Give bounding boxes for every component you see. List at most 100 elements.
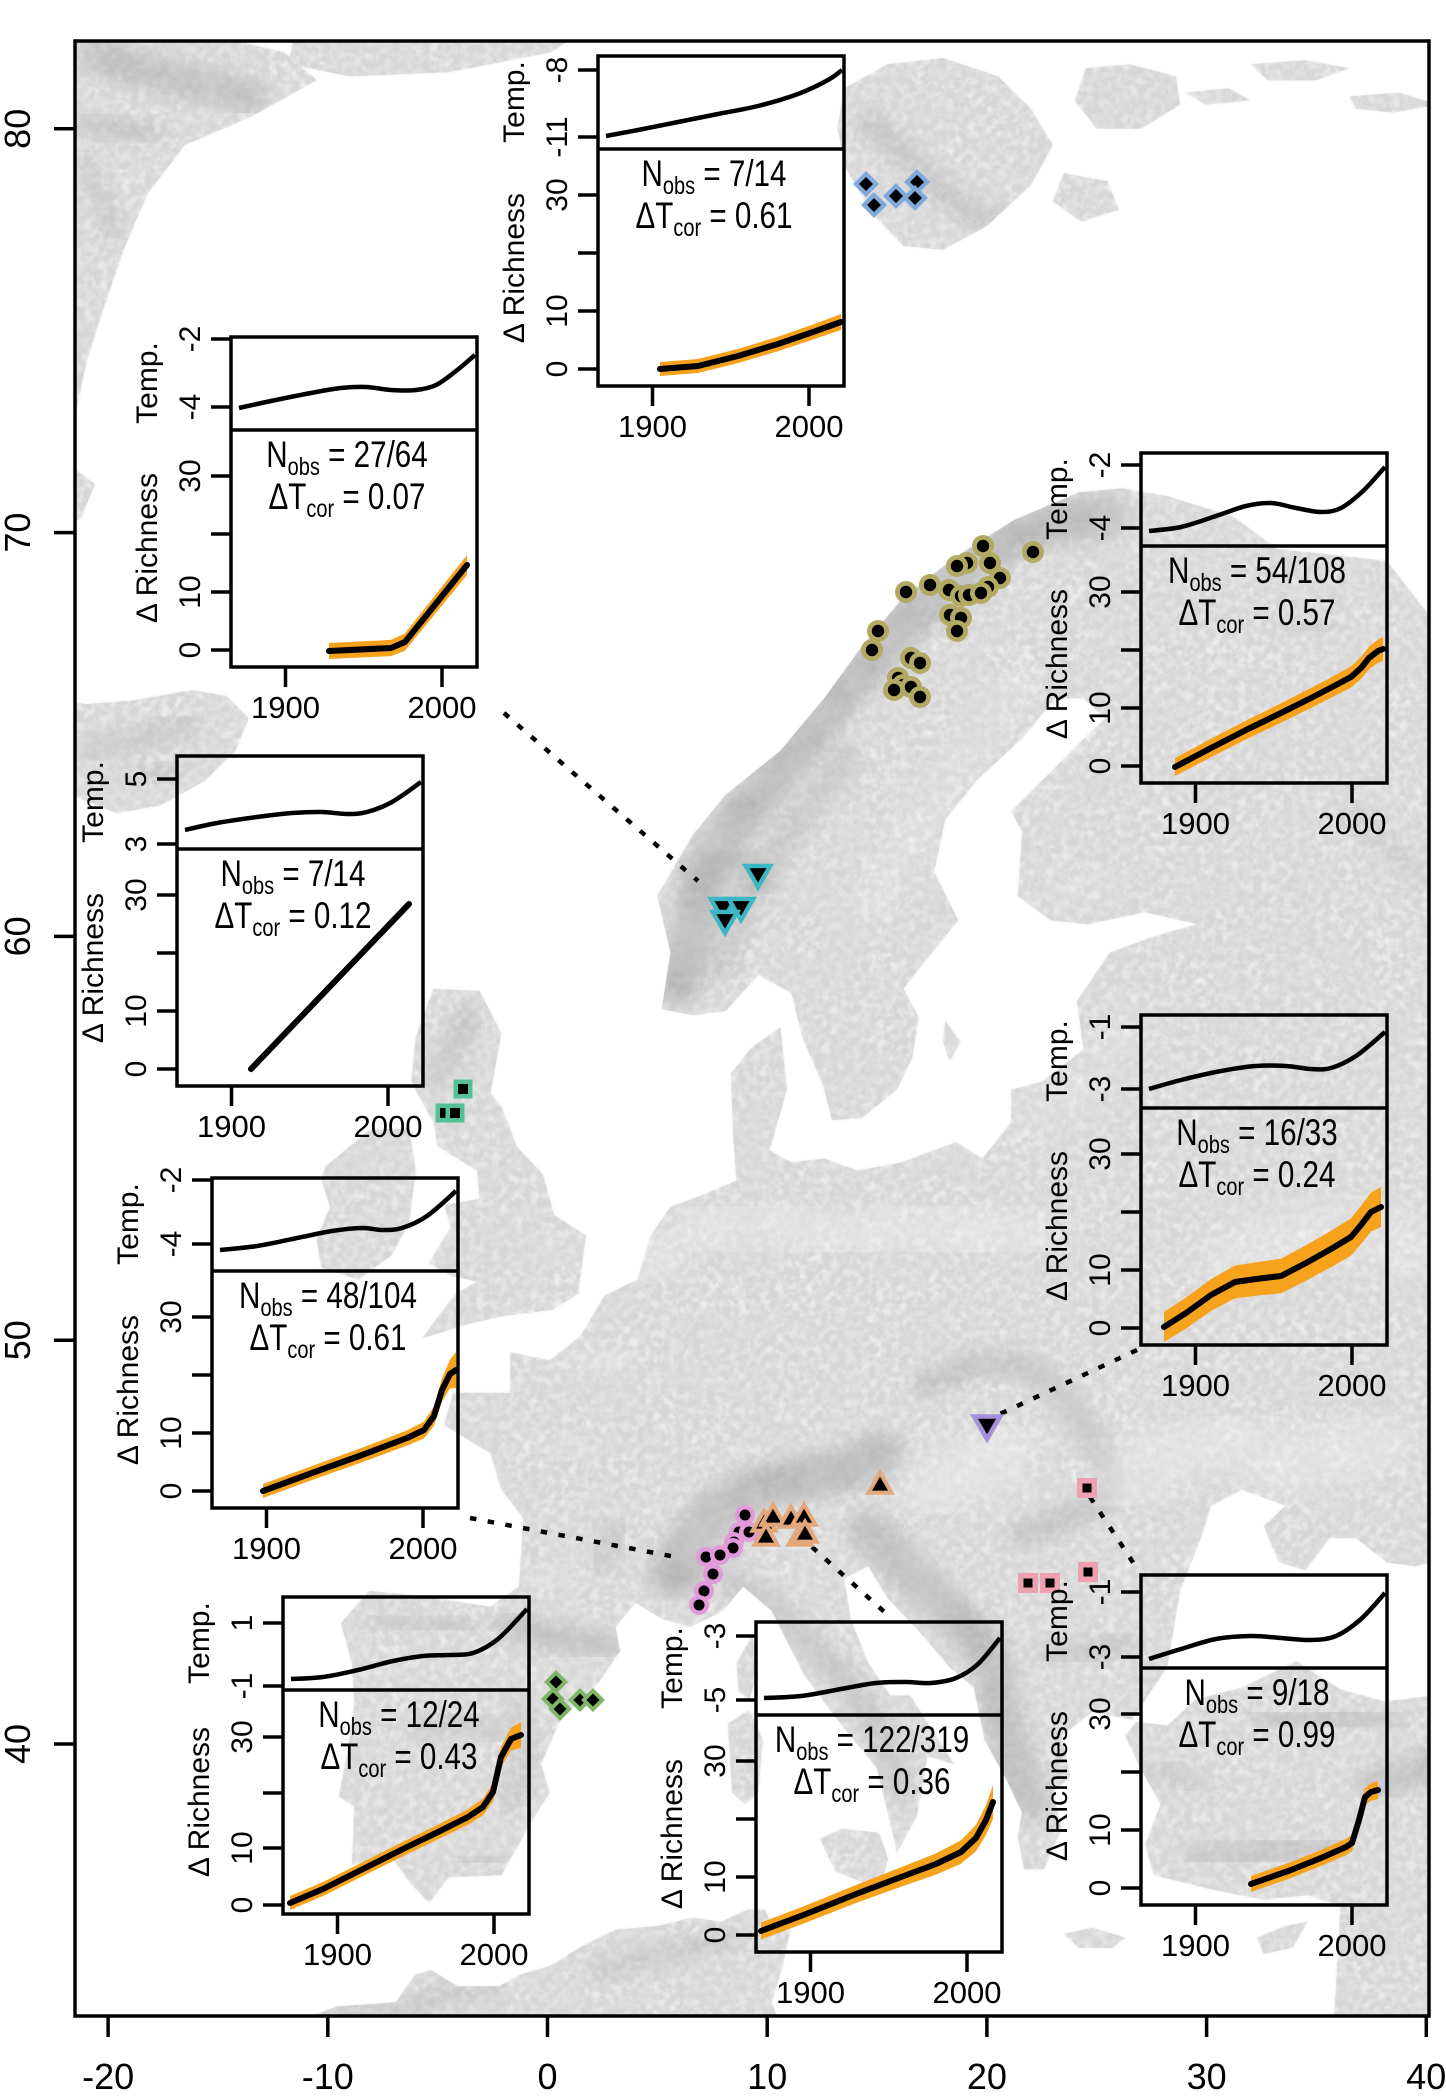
svg-text:-11: -11	[541, 116, 574, 157]
svg-text:30: 30	[174, 459, 207, 492]
svg-text:10: 10	[747, 2056, 787, 2097]
svg-text:30: 30	[1084, 575, 1117, 608]
svg-text:2000: 2000	[460, 1937, 529, 1972]
svg-text:0: 0	[1084, 758, 1117, 775]
svg-text:-8: -8	[541, 57, 574, 84]
svg-text:1900: 1900	[303, 1937, 372, 1972]
svg-text:-3: -3	[1084, 1076, 1117, 1103]
svg-text:0: 0	[155, 1483, 188, 1500]
svg-text:Temp.: Temp.	[183, 1602, 216, 1684]
svg-text:2000: 2000	[408, 690, 477, 725]
svg-text:80: 80	[0, 109, 38, 149]
svg-text:10: 10	[226, 1831, 259, 1864]
svg-text:0: 0	[1084, 1880, 1117, 1897]
svg-text:-2: -2	[174, 326, 207, 353]
svg-text:10: 10	[1084, 1813, 1117, 1846]
svg-text:Δ Richness: Δ Richness	[656, 1759, 689, 1909]
svg-text:-4: -4	[1084, 515, 1117, 542]
svg-text:ΔTcor = 0.43: ΔTcor = 0.43	[321, 1737, 478, 1783]
svg-text:10: 10	[699, 1860, 732, 1893]
svg-text:Temp.: Temp.	[112, 1183, 145, 1265]
svg-text:-5: -5	[699, 1687, 732, 1714]
svg-text:Δ Richness: Δ Richness	[183, 1727, 216, 1877]
svg-text:0: 0	[226, 1897, 259, 1914]
svg-text:Nobs = 54/108: Nobs = 54/108	[1168, 551, 1346, 597]
svg-text:50: 50	[0, 1320, 38, 1360]
svg-text:Temp.: Temp.	[1041, 1020, 1074, 1102]
svg-text:60: 60	[0, 916, 38, 956]
svg-text:Temp.: Temp.	[656, 1627, 689, 1709]
svg-text:1900: 1900	[197, 1109, 266, 1144]
svg-text:ΔTcor = 0.36: ΔTcor = 0.36	[794, 1762, 951, 1808]
svg-text:Δ Richness: Δ Richness	[498, 193, 531, 343]
svg-text:Nobs = 7/14: Nobs = 7/14	[221, 854, 366, 900]
svg-text:0: 0	[537, 2056, 557, 2097]
svg-text:ΔTcor = 0.24: ΔTcor = 0.24	[1179, 1155, 1336, 1201]
svg-text:Δ Richness: Δ Richness	[112, 1315, 145, 1465]
svg-text:0: 0	[699, 1927, 732, 1944]
svg-text:30: 30	[699, 1744, 732, 1777]
svg-text:70: 70	[0, 513, 38, 553]
svg-text:Δ Richness: Δ Richness	[131, 473, 164, 623]
svg-text:1900: 1900	[618, 409, 687, 444]
svg-text:10: 10	[174, 575, 207, 608]
svg-text:Δ Richness: Δ Richness	[1041, 1711, 1074, 1861]
svg-text:30: 30	[120, 878, 153, 911]
svg-text:2000: 2000	[1318, 1928, 1387, 1963]
svg-text:-1: -1	[1084, 1579, 1117, 1606]
svg-text:3: 3	[120, 836, 153, 853]
svg-text:2000: 2000	[1318, 1368, 1387, 1403]
svg-text:1900: 1900	[1161, 1368, 1230, 1403]
svg-text:-2: -2	[1084, 452, 1117, 479]
svg-text:Temp.: Temp.	[1041, 1580, 1074, 1662]
svg-text:0: 0	[120, 1061, 153, 1078]
svg-text:2000: 2000	[389, 1531, 458, 1566]
svg-text:Nobs = 12/24: Nobs = 12/24	[318, 1695, 479, 1741]
svg-text:10: 10	[155, 1416, 188, 1449]
svg-text:Nobs = 9/18: Nobs = 9/18	[1185, 1673, 1330, 1719]
svg-text:10: 10	[1084, 691, 1117, 724]
svg-text:-4: -4	[155, 1231, 188, 1258]
svg-text:-2: -2	[155, 1167, 188, 1194]
svg-text:10: 10	[541, 294, 574, 327]
svg-text:Nobs = 16/33: Nobs = 16/33	[1176, 1113, 1337, 1159]
svg-text:Temp.: Temp.	[131, 342, 164, 424]
svg-text:ΔTcor = 0.61: ΔTcor = 0.61	[250, 1318, 407, 1364]
svg-text:2000: 2000	[354, 1109, 423, 1144]
svg-text:30: 30	[1084, 1697, 1117, 1730]
svg-text:40: 40	[1406, 2056, 1446, 2097]
svg-text:10: 10	[1084, 1253, 1117, 1286]
svg-text:2000: 2000	[1318, 806, 1387, 841]
svg-text:30: 30	[1187, 2056, 1227, 2097]
svg-text:Temp.: Temp.	[498, 61, 531, 143]
svg-text:Δ Richness: Δ Richness	[1041, 1151, 1074, 1301]
svg-text:1900: 1900	[251, 690, 320, 725]
svg-text:1900: 1900	[776, 1975, 845, 2010]
svg-text:-3: -3	[699, 1623, 732, 1650]
svg-text:ΔTcor = 0.99: ΔTcor = 0.99	[1179, 1715, 1336, 1761]
svg-text:30: 30	[155, 1300, 188, 1333]
svg-text:40: 40	[0, 1724, 38, 1764]
svg-text:Nobs = 48/104: Nobs = 48/104	[239, 1276, 417, 1322]
svg-text:0: 0	[1084, 1320, 1117, 1337]
svg-text:ΔTcor = 0.57: ΔTcor = 0.57	[1179, 593, 1336, 639]
svg-text:-3: -3	[1084, 1644, 1117, 1671]
svg-text:ΔTcor = 0.12: ΔTcor = 0.12	[215, 896, 372, 942]
svg-text:1900: 1900	[1161, 806, 1230, 841]
svg-text:Nobs = 7/14: Nobs = 7/14	[642, 154, 787, 200]
svg-text:ΔTcor = 0.61: ΔTcor = 0.61	[636, 196, 793, 242]
svg-text:1: 1	[226, 1615, 259, 1632]
svg-text:Δ Richness: Δ Richness	[1041, 589, 1074, 739]
svg-text:2000: 2000	[775, 409, 844, 444]
svg-text:0: 0	[541, 361, 574, 378]
svg-text:-10: -10	[302, 2056, 354, 2097]
svg-text:Δ Richness: Δ Richness	[77, 893, 110, 1043]
svg-text:10: 10	[120, 994, 153, 1027]
svg-text:30: 30	[541, 178, 574, 211]
svg-text:Temp.: Temp.	[1041, 458, 1074, 540]
svg-text:30: 30	[226, 1720, 259, 1753]
svg-text:5: 5	[120, 771, 153, 788]
svg-text:0: 0	[174, 642, 207, 659]
svg-text:-4: -4	[174, 394, 207, 421]
svg-text:1900: 1900	[1161, 1928, 1230, 1963]
